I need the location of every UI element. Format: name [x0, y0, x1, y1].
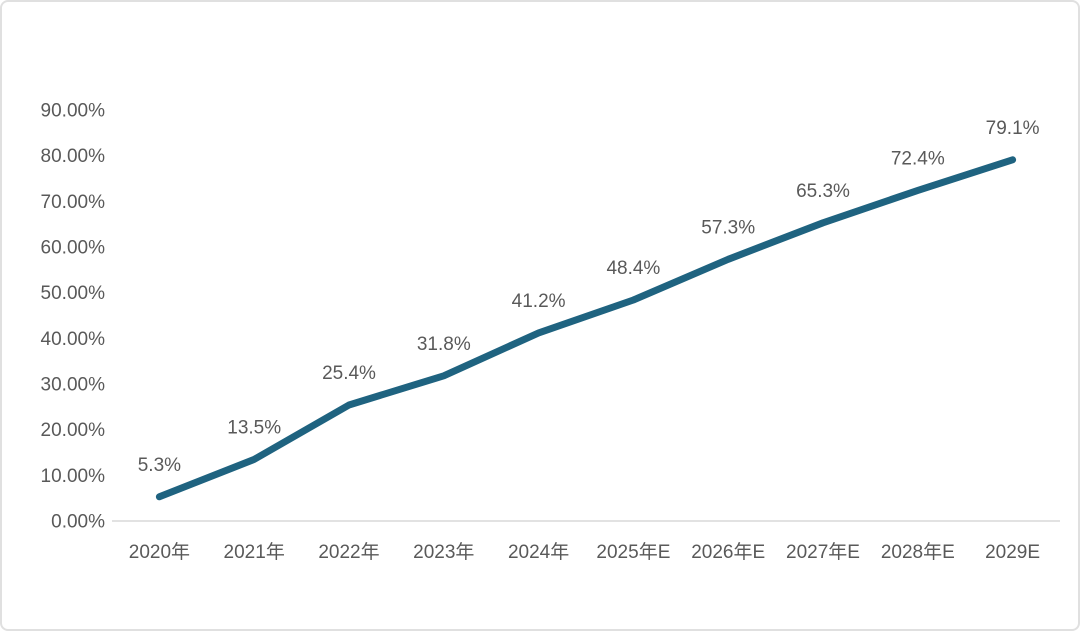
data-label: 25.4%: [322, 363, 376, 384]
x-axis-category-label: 2028年E: [881, 541, 955, 563]
x-axis-category-label: 2027年E: [786, 541, 860, 563]
x-axis-category-label: 2029E: [985, 542, 1040, 563]
data-label: 79.1%: [986, 118, 1040, 139]
data-label: 48.4%: [606, 258, 660, 279]
x-axis-category-label: 2020年: [129, 541, 190, 563]
y-axis-tick-label: 90.00%: [41, 100, 106, 121]
x-axis-category-label: 2021年: [224, 541, 285, 563]
x-axis-category-label: 2024年: [508, 541, 569, 563]
data-label: 5.3%: [138, 455, 181, 476]
trend-line: [155, 156, 1017, 501]
data-label: 65.3%: [796, 181, 850, 202]
data-label: 72.4%: [891, 148, 945, 169]
x-axis-category-label: 2026年E: [691, 541, 765, 563]
data-label: 41.2%: [512, 291, 566, 312]
y-axis-tick-label: 0.00%: [51, 511, 105, 532]
x-axis-category-label: 2022年: [318, 541, 379, 563]
y-axis-tick-label: 30.00%: [41, 374, 106, 395]
y-axis-tick-label: 70.00%: [41, 192, 106, 213]
data-label: 13.5%: [227, 417, 281, 438]
data-label: 31.8%: [417, 334, 471, 355]
data-label: 57.3%: [701, 217, 755, 238]
y-axis-tick-label: 20.00%: [41, 420, 106, 441]
y-axis-tick-label: 10.00%: [41, 466, 106, 487]
y-axis-tick-label: 40.00%: [41, 329, 106, 350]
x-axis-category-label: 2025年E: [596, 541, 670, 563]
x-axis-category-label: 2023年: [413, 541, 474, 563]
y-axis-tick-label: 60.00%: [41, 237, 106, 258]
y-axis-tick-label: 80.00%: [41, 146, 106, 167]
y-axis-tick-label: 50.00%: [41, 283, 106, 304]
